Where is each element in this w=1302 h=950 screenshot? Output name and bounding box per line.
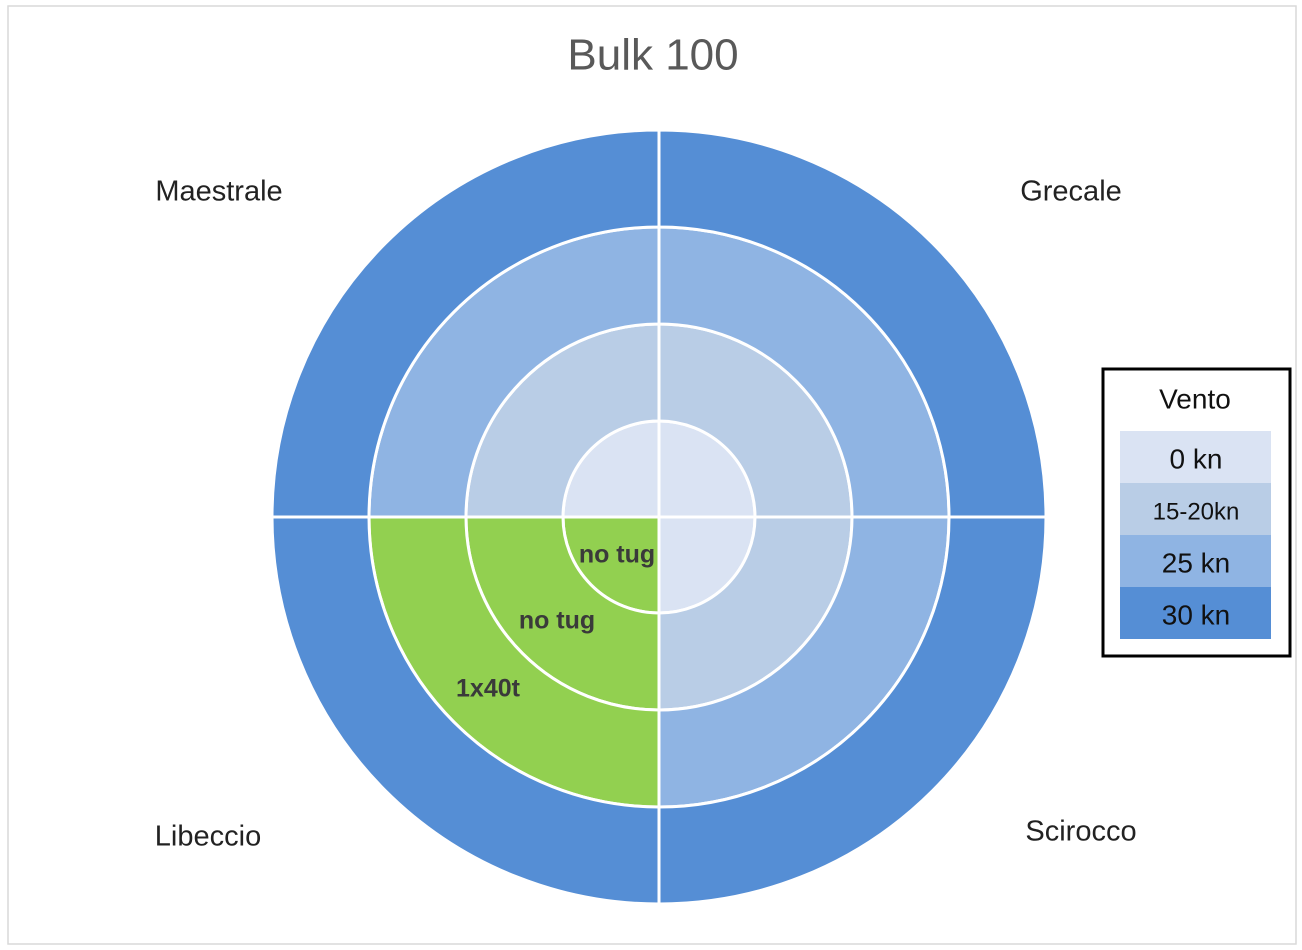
legend-label: 30 kn [1162, 599, 1231, 630]
direction-label: Libeccio [155, 821, 261, 853]
legend-label: 15-20kn [1153, 498, 1240, 525]
ring-label: no tug [519, 607, 595, 635]
legend-swatch [1120, 483, 1271, 535]
legend-swatch [1120, 587, 1271, 639]
legend-label: 0 kn [1170, 443, 1223, 474]
rings [270, 128, 1048, 906]
ring-sector [657, 515, 1048, 906]
direction-label: Grecale [1020, 176, 1122, 208]
legend-title: Vento [1159, 383, 1231, 414]
direction-label: Scirocco [1025, 816, 1136, 848]
title: Bulk 100 [567, 31, 738, 80]
ring-label: no tug [579, 541, 655, 569]
legend: Vento 0 kn 15-20kn 25 kn 30 kn [1101, 367, 1292, 658]
legend-items: 0 kn 15-20kn 25 kn 30 kn [1120, 431, 1271, 639]
direction-label: Maestrale [155, 176, 282, 208]
legend-swatch [1120, 535, 1271, 587]
ring-sector [270, 515, 661, 906]
legend-label: 25 kn [1162, 547, 1231, 578]
legend-swatch [1120, 431, 1271, 483]
ring-sector [657, 128, 1048, 519]
ring-sector [270, 128, 661, 519]
ring-label: 1x40t [456, 675, 521, 703]
